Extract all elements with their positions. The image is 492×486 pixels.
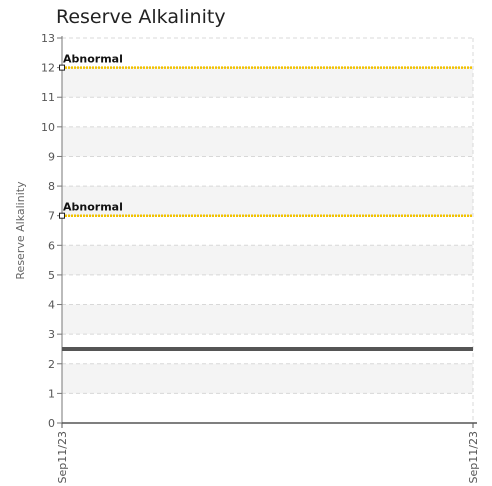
y-tick-label: 9: [48, 150, 55, 163]
y-tick-label: 1: [48, 387, 55, 400]
threshold-marker: [59, 212, 65, 219]
y-axis-title: Reserve Alkalinity: [14, 181, 27, 280]
x-tick-label: Sep11/23: [467, 431, 480, 483]
y-tick-label: 13: [41, 32, 55, 45]
y-tick-label: 3: [48, 328, 55, 341]
plot-band: [62, 245, 473, 275]
chart-title: Reserve Alkalinity: [56, 6, 226, 28]
axes: [61, 36, 477, 424]
reference-lines: Abnormal Abnormal: [59, 53, 473, 219]
y-tick-label: 8: [48, 180, 55, 193]
plot-band: [62, 304, 473, 335]
threshold-marker: [59, 64, 65, 71]
plot-bands: [62, 67, 473, 394]
threshold-label: Abnormal: [63, 201, 123, 214]
plot-band: [62, 67, 473, 98]
y-tick-label: 4: [48, 299, 55, 312]
y-tick-label: 0: [48, 417, 55, 430]
x-axis-ticks: Sep11/23 Sep11/23: [56, 423, 480, 483]
y-tick-label: 10: [41, 121, 55, 134]
y-tick-label: 12: [41, 62, 55, 75]
plot-band: [62, 126, 473, 157]
y-tick-label: 6: [48, 239, 55, 252]
y-tick-label: 5: [48, 269, 55, 282]
plot-band: [62, 363, 473, 394]
threshold-label: Abnormal: [63, 53, 123, 66]
plot-band: [62, 186, 473, 216]
y-tick-label: 7: [48, 210, 55, 223]
y-tick-label: 2: [48, 358, 55, 371]
x-tick-label: Sep11/23: [56, 431, 69, 483]
y-tick-label: 11: [41, 91, 55, 104]
